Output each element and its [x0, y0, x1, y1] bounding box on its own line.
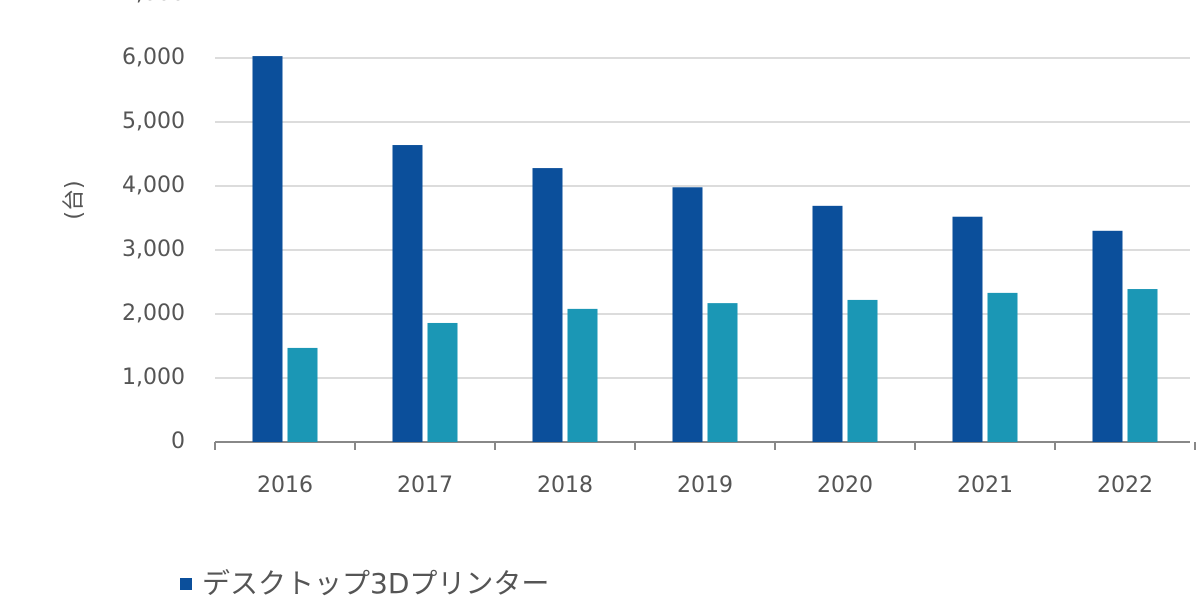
bar — [987, 292, 1018, 442]
y-tick-label: 7,000 — [122, 0, 185, 6]
x-tick-label: 2017 — [397, 473, 453, 498]
bar — [1127, 289, 1158, 442]
y-tick-label: 5,000 — [122, 109, 185, 134]
y-tick-label: 3,000 — [122, 237, 185, 262]
x-tick-label: 2020 — [817, 473, 873, 498]
x-tick-label: 2021 — [957, 473, 1013, 498]
legend-label: デスクトップ3Dプリンター — [202, 567, 549, 600]
bar — [812, 205, 843, 442]
y-axis-label: (台) — [62, 180, 87, 219]
y-tick-label: 6,000 — [122, 45, 185, 70]
x-tick-label: 2022 — [1097, 473, 1153, 498]
bar — [952, 216, 983, 442]
bar — [1092, 230, 1123, 442]
bar — [392, 145, 423, 443]
y-tick-label: 0 — [171, 429, 185, 454]
bar — [707, 303, 738, 442]
bar — [252, 56, 283, 443]
legend-swatch — [180, 578, 192, 590]
bar — [532, 168, 563, 442]
x-tick-label: 2018 — [537, 473, 593, 498]
bar — [567, 308, 598, 442]
bar — [287, 347, 318, 442]
x-tick-label: 2016 — [257, 473, 313, 498]
y-tick-label: 2,000 — [122, 301, 185, 326]
y-tick-label: 4,000 — [122, 173, 185, 198]
bar — [847, 299, 878, 442]
bar — [672, 187, 703, 442]
bar — [427, 322, 458, 442]
y-tick-label: 1,000 — [122, 365, 185, 390]
x-tick-label: 2019 — [677, 473, 733, 498]
